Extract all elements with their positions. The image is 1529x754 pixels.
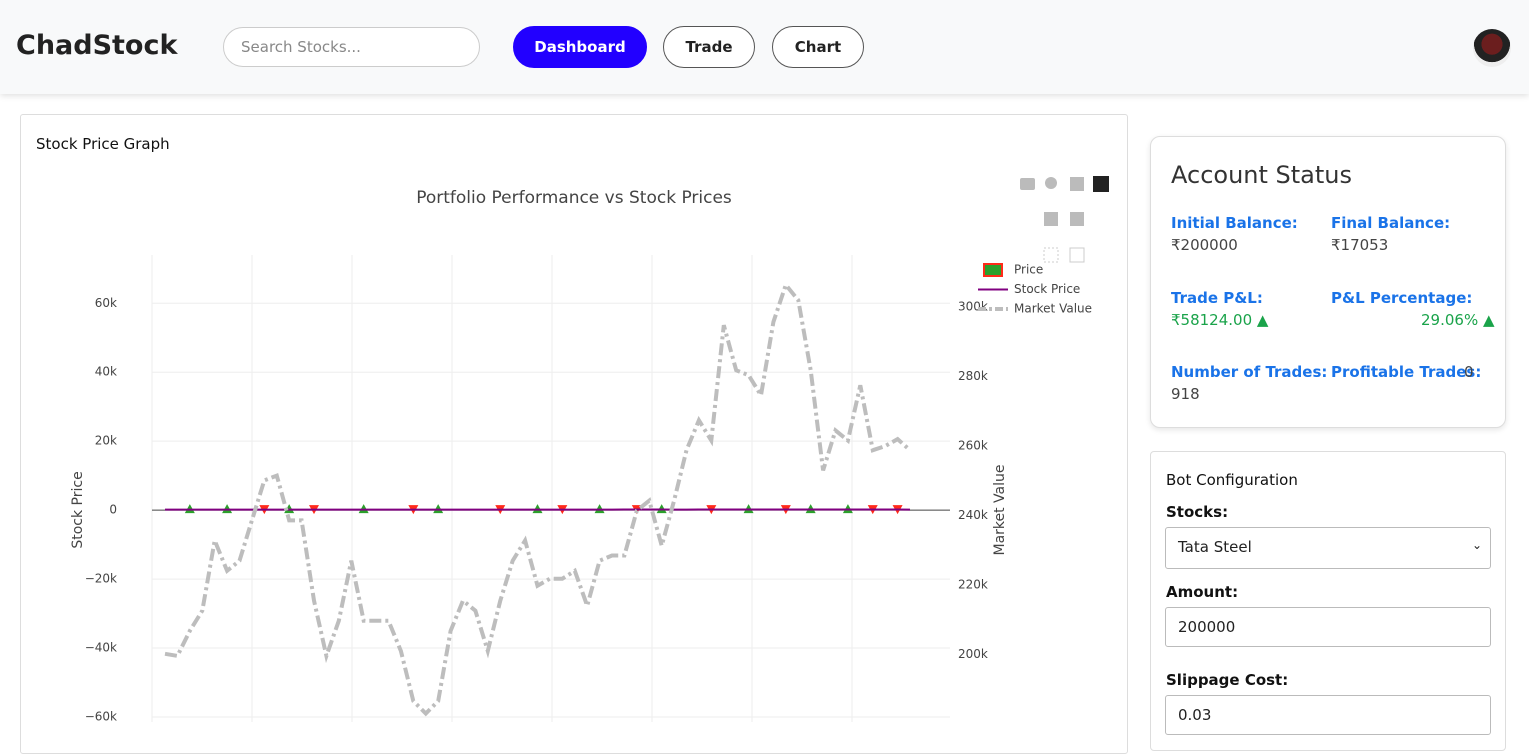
select-icon[interactable]	[1044, 248, 1058, 262]
y2-axis-label: Market Value	[992, 464, 1008, 555]
stat-label: Final Balance:	[1331, 214, 1450, 232]
stat-label: Profitable Trades:	[1331, 363, 1481, 381]
plotly-logo[interactable]	[1093, 176, 1109, 192]
y2-tick-label: 260k	[958, 439, 988, 453]
y-axis-label: Stock Price	[70, 471, 86, 548]
stat-value: 29.06% ▲	[1421, 311, 1495, 329]
stat-label: Trade P&L:	[1171, 289, 1263, 307]
chart: Portfolio Performance vs Stock Prices St…	[0, 0, 1128, 722]
trade-marker	[433, 504, 443, 513]
pan-icon[interactable]	[1044, 212, 1058, 226]
stat-label: P&L Percentage:	[1331, 289, 1472, 307]
slippage-input[interactable]: 0.03	[1165, 695, 1491, 735]
modebar	[1020, 176, 1109, 262]
y2-tick-label: 240k	[958, 508, 988, 522]
y-tick-label: −60k	[85, 710, 117, 723]
y-tick-label: 0	[109, 503, 117, 517]
series-line	[165, 285, 910, 714]
camera-icon[interactable]	[1020, 178, 1035, 190]
stat-value: 0	[1464, 363, 1474, 381]
zoom-out-icon[interactable]	[1070, 212, 1084, 226]
trade-marker	[185, 504, 195, 513]
field-label: Amount:	[1166, 583, 1238, 601]
stat-value: ₹17053	[1331, 236, 1388, 254]
y2-tick-label: 220k	[958, 578, 988, 592]
stat-value: 918	[1171, 385, 1200, 403]
legend-swatch	[984, 264, 1002, 276]
stat-value: ₹200000	[1171, 236, 1238, 254]
zoom-in-icon[interactable]	[1070, 177, 1084, 191]
trade-marker	[595, 504, 605, 513]
select-value: Tata Steel	[1178, 538, 1252, 556]
legend-label: Price	[1014, 263, 1043, 277]
zoom-icon[interactable]	[1045, 177, 1057, 189]
y-tick-label: 40k	[95, 365, 117, 379]
legend-label: Stock Price	[1014, 282, 1080, 296]
chevron: ⌄	[1472, 538, 1482, 552]
stock-select[interactable]: Tata Steel ⌄	[1165, 527, 1491, 569]
account-status-card: Account Status Initial Balance: ₹200000 …	[1150, 136, 1506, 428]
stat-label: Initial Balance:	[1171, 214, 1298, 232]
card-title: Bot Configuration	[1166, 471, 1298, 489]
y2-tick-label: 300k	[958, 300, 988, 314]
avatar[interactable]	[1473, 29, 1511, 67]
y2-tick-label: 280k	[958, 369, 988, 383]
legend-label: Market Value	[1014, 302, 1092, 316]
autoscale-icon[interactable]	[1070, 248, 1084, 262]
stat-label: Number of Trades:	[1171, 363, 1327, 381]
trade-marker	[533, 504, 543, 513]
page: ChadStock Search Stocks... Dashboard Tra…	[0, 0, 1529, 722]
y2-tick-label: 200k	[958, 647, 988, 661]
chart-title: Portfolio Performance vs Stock Prices	[416, 188, 732, 208]
field-label: Slippage Cost:	[1166, 671, 1288, 689]
trade-marker	[359, 504, 369, 513]
amount-input[interactable]: 200000	[1165, 607, 1491, 647]
bot-config-card: Bot Configuration Stocks: Tata Steel ⌄ Am…	[1150, 451, 1506, 751]
card-title: Account Status	[1171, 161, 1352, 189]
y-tick-label: −40k	[85, 641, 117, 655]
y-tick-label: −20k	[85, 572, 117, 586]
field-label: Stocks:	[1166, 503, 1228, 521]
stat-value: ₹58124.00 ▲	[1171, 311, 1268, 329]
trade-marker	[222, 504, 232, 513]
y-tick-label: 20k	[95, 434, 117, 448]
y-tick-label: 60k	[95, 296, 117, 310]
